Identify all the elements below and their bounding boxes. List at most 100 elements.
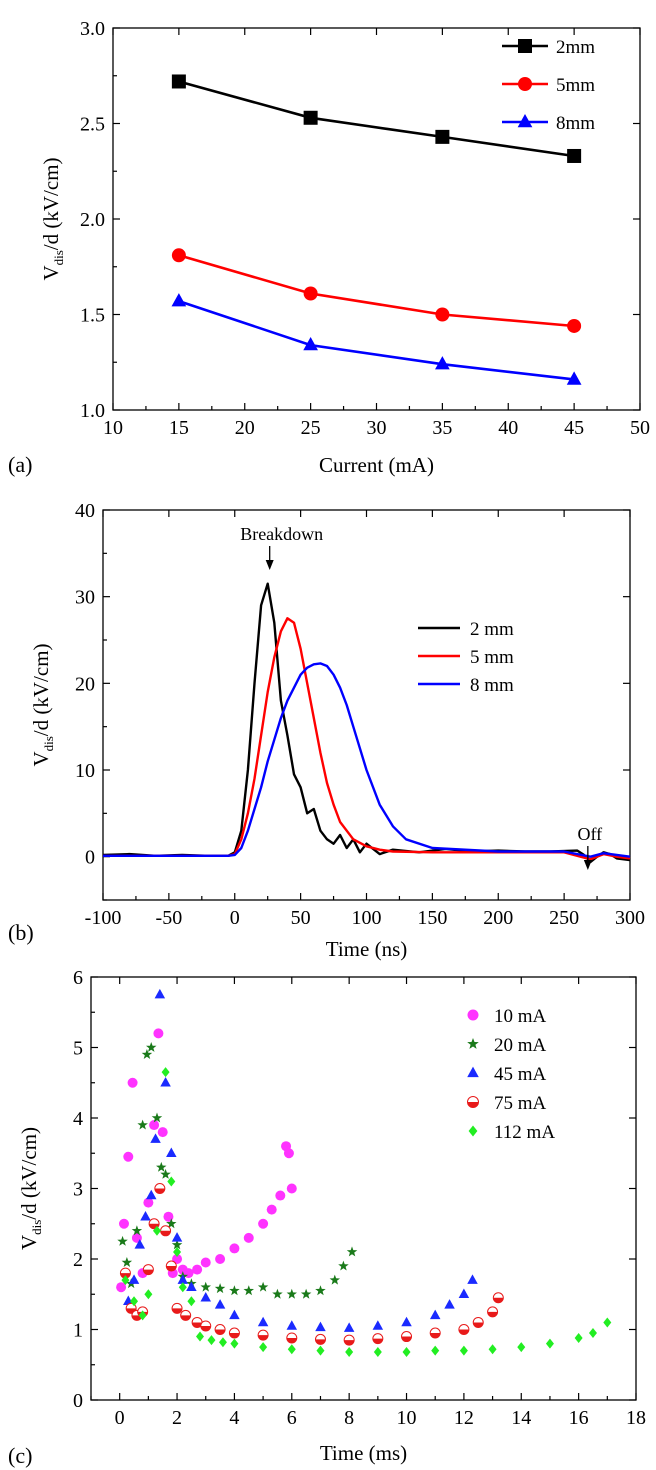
data-point-112 mA xyxy=(144,1289,153,1300)
x-tick-label: 45 xyxy=(564,417,584,439)
x-tick-label: 4 xyxy=(229,1407,239,1429)
data-point-75 mA-fill xyxy=(143,1269,154,1275)
x-tick-label: -50 xyxy=(156,907,183,929)
data-point-75 mA xyxy=(257,1329,269,1341)
data-point-45 mA xyxy=(444,1299,455,1309)
y-tick-label: 5 xyxy=(73,1038,83,1060)
data-point-8mm xyxy=(171,293,187,307)
data-point-45 mA xyxy=(214,1299,226,1309)
data-point-10 mA xyxy=(163,1211,174,1222)
x-axis-label: Time (ns) xyxy=(326,937,408,961)
data-point-45 mA xyxy=(123,1295,134,1306)
data-point-20 mA xyxy=(286,1288,297,1299)
data-point-10 mA xyxy=(118,1218,129,1229)
data-point-75 mA-fill xyxy=(258,1335,269,1341)
data-point-20 mA xyxy=(338,1260,349,1271)
y-tick-label: 2.0 xyxy=(80,209,105,231)
data-point-75 mA-fill xyxy=(215,1329,226,1335)
x-tick-label: 16 xyxy=(569,1407,589,1429)
data-point-10 mA xyxy=(116,1282,127,1293)
data-point-20 mA xyxy=(171,1239,183,1250)
y-axis-label: Vdis/d (kV/cm) xyxy=(17,1127,44,1250)
data-point-75 mA-fill xyxy=(154,1188,165,1194)
series-10 mA xyxy=(116,1028,297,1293)
data-point-75 mA xyxy=(191,1316,203,1328)
data-point-75 mA-fill xyxy=(172,1308,183,1314)
series-line-8mm xyxy=(178,299,575,381)
data-point-10 mA xyxy=(258,1218,269,1229)
legend-label-45 mA: 45 mA xyxy=(494,1064,547,1085)
data-point-2mm xyxy=(171,74,186,89)
data-point-112 mA xyxy=(196,1331,204,1342)
data-point-75 mA xyxy=(429,1327,441,1339)
data-point-45 mA xyxy=(177,1274,189,1284)
y-tick-label: 0 xyxy=(85,847,95,869)
y-tick-label: 2 xyxy=(73,1249,83,1271)
data-point-75 mA xyxy=(228,1327,240,1339)
series-line-8 mm xyxy=(103,662,631,858)
y-axis-label: Vdis/d (kV/cm) xyxy=(29,643,56,766)
x-tick-label: 15 xyxy=(169,417,189,439)
panel-label: (c) xyxy=(8,1443,32,1468)
y-tick-label: 1.5 xyxy=(80,305,105,327)
legend-label-2mm: 2mm xyxy=(556,37,595,58)
data-point-10 mA xyxy=(153,1028,164,1039)
data-point-75 mA xyxy=(142,1264,154,1276)
data-point-10 mA xyxy=(200,1257,211,1268)
data-point-20 mA xyxy=(272,1288,283,1299)
data-point-10 mA xyxy=(243,1232,254,1243)
data-point-10 mA xyxy=(286,1183,297,1194)
series-20 mA xyxy=(117,1042,358,1299)
data-point-10 mA xyxy=(229,1243,240,1254)
data-point-10 mA xyxy=(149,1120,160,1131)
data-point-75 mA xyxy=(171,1302,183,1314)
series-5mm xyxy=(171,248,582,333)
data-point-75 mA xyxy=(154,1183,166,1194)
data-point-75 mA-fill xyxy=(458,1329,469,1335)
data-point-112 mA xyxy=(373,1347,382,1358)
data-point-45 mA xyxy=(257,1316,269,1327)
x-tick-label: 0 xyxy=(115,1407,125,1429)
data-point-10 mA xyxy=(283,1148,294,1159)
legend-label-112 mA: 112 mA xyxy=(494,1122,555,1143)
data-point-112 mA xyxy=(545,1338,554,1349)
legend-marker-45 mA xyxy=(467,1066,479,1078)
x-tick-label: 0 xyxy=(230,907,240,929)
data-point-75 mA xyxy=(200,1320,212,1332)
data-point-75 mA xyxy=(372,1333,384,1345)
series-2mm xyxy=(171,74,582,163)
data-point-2mm xyxy=(303,110,318,125)
x-tick-label: 12 xyxy=(454,1407,474,1429)
legend-label-75 mA: 75 mA xyxy=(494,1093,547,1114)
y-tick-label: 6 xyxy=(73,967,83,989)
data-point-112 mA xyxy=(167,1176,176,1187)
data-point-10 mA xyxy=(275,1190,286,1201)
series-45 mA xyxy=(123,988,478,1332)
data-point-112 mA xyxy=(187,1296,196,1307)
data-point-75 mA xyxy=(314,1333,326,1345)
data-point-2mm xyxy=(567,148,582,163)
data-point-75 mA-fill xyxy=(372,1338,383,1344)
data-point-45 mA xyxy=(160,1077,171,1087)
data-point-20 mA xyxy=(315,1285,326,1296)
data-point-112 mA xyxy=(178,1282,187,1293)
x-tick-label: 20 xyxy=(235,417,255,439)
data-point-20 mA xyxy=(166,1218,177,1229)
legend-label-5mm: 5mm xyxy=(556,75,595,96)
data-point-45 mA xyxy=(128,1274,140,1284)
data-point-20 mA xyxy=(300,1288,312,1299)
data-point-75 mA xyxy=(165,1260,177,1272)
data-point-75 mA-fill xyxy=(131,1315,142,1321)
data-point-45 mA xyxy=(286,1320,298,1330)
data-point-20 mA xyxy=(346,1246,358,1257)
data-point-45 mA xyxy=(229,1309,240,1320)
y-tick-label: 3.0 xyxy=(80,18,105,40)
data-point-45 mA xyxy=(372,1320,384,1330)
x-tick-label: 14 xyxy=(511,1407,531,1429)
data-point-8mm xyxy=(303,337,318,351)
data-point-8mm xyxy=(566,371,582,385)
data-point-112 mA xyxy=(574,1332,583,1343)
panel-label: (b) xyxy=(8,920,34,945)
data-point-45 mA xyxy=(140,1210,151,1221)
x-tick-label: 2 xyxy=(172,1407,182,1429)
